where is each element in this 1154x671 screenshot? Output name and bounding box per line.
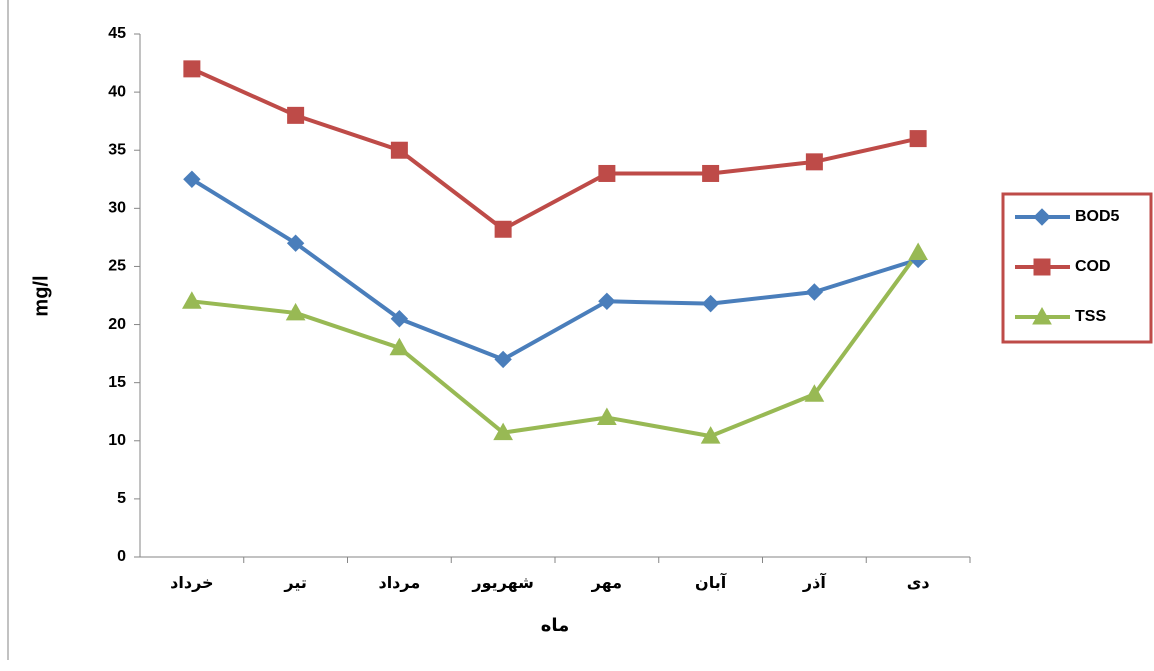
point xyxy=(183,60,201,78)
x-tick-label: تیر xyxy=(283,575,307,592)
legend-label: COD xyxy=(1075,258,1111,275)
x-tick-label: مرداد xyxy=(378,575,420,592)
x-tick-label: خرداد xyxy=(170,575,213,592)
legend-marker xyxy=(1032,306,1052,325)
x-tick-label: آبان xyxy=(695,572,727,592)
legend-label: TSS xyxy=(1075,308,1106,325)
point xyxy=(390,141,408,159)
point xyxy=(494,350,512,369)
point xyxy=(909,130,927,148)
legend-marker xyxy=(1033,208,1051,226)
point xyxy=(287,106,305,124)
series-line xyxy=(191,67,919,232)
point xyxy=(908,242,928,260)
y-tick-label: 40 xyxy=(108,83,126,100)
point xyxy=(390,310,409,328)
y-tick-label: 15 xyxy=(108,374,126,391)
point xyxy=(389,337,410,356)
y-tick-label: 0 xyxy=(117,548,126,565)
series-line xyxy=(190,177,919,362)
y-tick-label: 35 xyxy=(108,141,126,158)
point xyxy=(182,291,202,309)
point xyxy=(805,283,824,301)
y-tick-label: 30 xyxy=(108,200,126,217)
point xyxy=(804,384,825,402)
point xyxy=(700,426,721,444)
point xyxy=(805,153,823,171)
x-tick-label: مهر xyxy=(591,575,622,592)
point xyxy=(494,220,512,238)
point xyxy=(183,170,201,188)
y-tick-label: 45 xyxy=(108,25,126,42)
point xyxy=(286,234,305,252)
y-axis-label: mg/l xyxy=(30,275,52,316)
x-tick-label: دی xyxy=(907,575,930,592)
legend-marker xyxy=(1033,258,1051,276)
y-tick-label: 25 xyxy=(108,258,126,275)
x-axis-label: ماه xyxy=(541,615,570,635)
point xyxy=(597,407,617,426)
x-tick-label: آذر xyxy=(802,572,826,592)
point xyxy=(285,302,306,321)
point xyxy=(702,164,720,182)
point xyxy=(598,164,616,182)
point xyxy=(493,422,513,441)
y-tick-label: 10 xyxy=(108,432,126,449)
y-tick-label: 5 xyxy=(117,490,126,507)
point xyxy=(598,292,616,311)
series-line xyxy=(191,251,920,439)
point xyxy=(701,294,720,313)
y-tick-label: 20 xyxy=(108,316,126,333)
x-tick-label: شهریور xyxy=(471,575,534,592)
legend-label: BOD5 xyxy=(1075,208,1120,225)
